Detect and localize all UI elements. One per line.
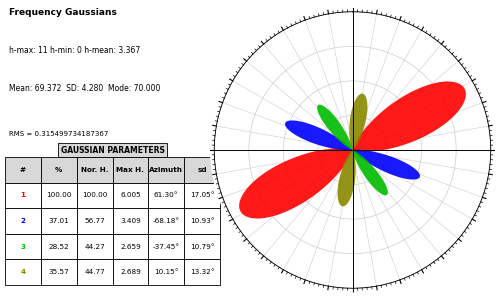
Text: Frequency Gaussians: Frequency Gaussians [9,8,117,17]
Text: h-max: 11 h-min: 0 h-mean: 3.367: h-max: 11 h-min: 0 h-mean: 3.367 [9,46,140,55]
Polygon shape [239,82,466,218]
Text: RMS = 0.315499734187367: RMS = 0.315499734187367 [10,130,108,136]
Text: Mean: 69.372  SD: 4.280  Mode: 70.000: Mean: 69.372 SD: 4.280 Mode: 70.000 [9,83,160,92]
Polygon shape [338,94,368,206]
Polygon shape [285,121,420,179]
Polygon shape [317,105,388,195]
Text: GAUSSIAN PARAMETERS: GAUSSIAN PARAMETERS [60,146,164,155]
